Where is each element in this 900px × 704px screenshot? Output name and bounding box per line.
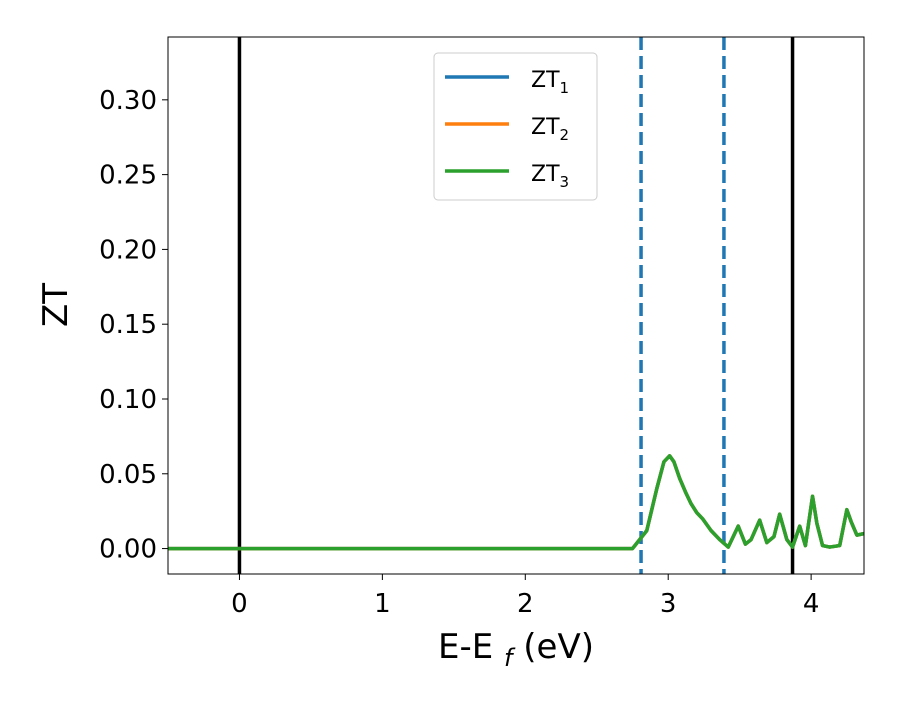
legend-label-subscript: 1 [560, 79, 570, 97]
legend-label-subscript: 2 [560, 126, 570, 144]
y-tick-label: 0.20 [99, 235, 157, 265]
legend-label-2: ZT2 [531, 115, 569, 144]
y-tick-label: 0.10 [99, 385, 157, 415]
legend-label-main: ZT [531, 115, 560, 140]
x-tick-label: 1 [374, 589, 391, 619]
y-tick-label: 0.25 [99, 161, 157, 191]
x-tick-label: 4 [803, 589, 820, 619]
x-tick-label: 2 [517, 589, 534, 619]
legend-label-3: ZT3 [531, 162, 569, 191]
y-tick-label: 0.05 [99, 460, 157, 490]
series-line-1 [168, 454, 864, 551]
y-tick-label: 0.30 [99, 86, 157, 116]
y-axis-title: ZT [36, 283, 76, 327]
y-tick-label: 0.15 [99, 310, 157, 340]
series-line-2 [168, 454, 864, 551]
plot-area [168, 37, 864, 574]
axes: 0 1 2 3 4 0.00 0.05 0.10 0.15 0.20 0.25 0.30 [99, 36, 865, 619]
x-axis-title-unit: (eV) [523, 627, 594, 667]
legend-label-subscript: 3 [560, 173, 570, 191]
legend-label-1: ZT1 [531, 68, 569, 97]
x-tick-label: 0 [231, 589, 248, 619]
axis-titles: E-E f (eV) ZT [36, 283, 594, 675]
x-axis-title-subscript: f [504, 644, 516, 672]
legend-label-main: ZT [531, 162, 560, 187]
x-tick-label: 3 [660, 589, 677, 619]
series-line-3 [168, 454, 864, 551]
legend-label-main: ZT [531, 68, 560, 93]
legend-box [433, 52, 598, 201]
y-tick-label: 0.00 [99, 535, 157, 565]
x-axis-title: E-E f (eV) [438, 627, 594, 675]
plot-frame [167, 36, 865, 575]
x-axis-title-main: E-E [438, 627, 493, 667]
